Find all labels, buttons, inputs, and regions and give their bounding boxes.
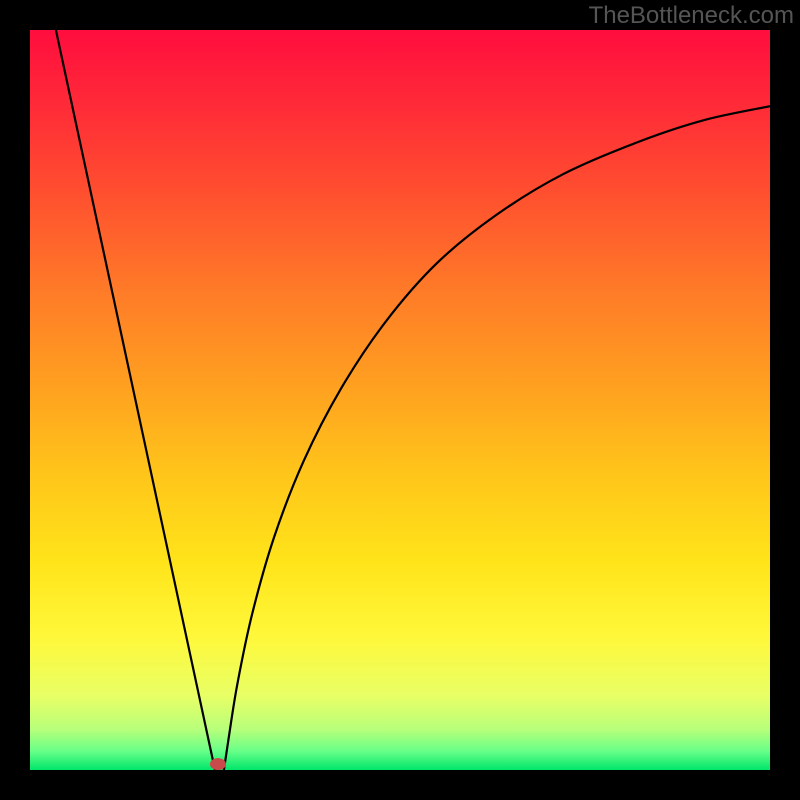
- watermark-text: TheBottleneck.com: [589, 0, 800, 34]
- minimum-marker: [210, 758, 226, 770]
- figure-stage: TheBottleneck.com: [0, 0, 800, 800]
- plot-area: [30, 30, 770, 770]
- bottleneck-chart: [0, 0, 800, 800]
